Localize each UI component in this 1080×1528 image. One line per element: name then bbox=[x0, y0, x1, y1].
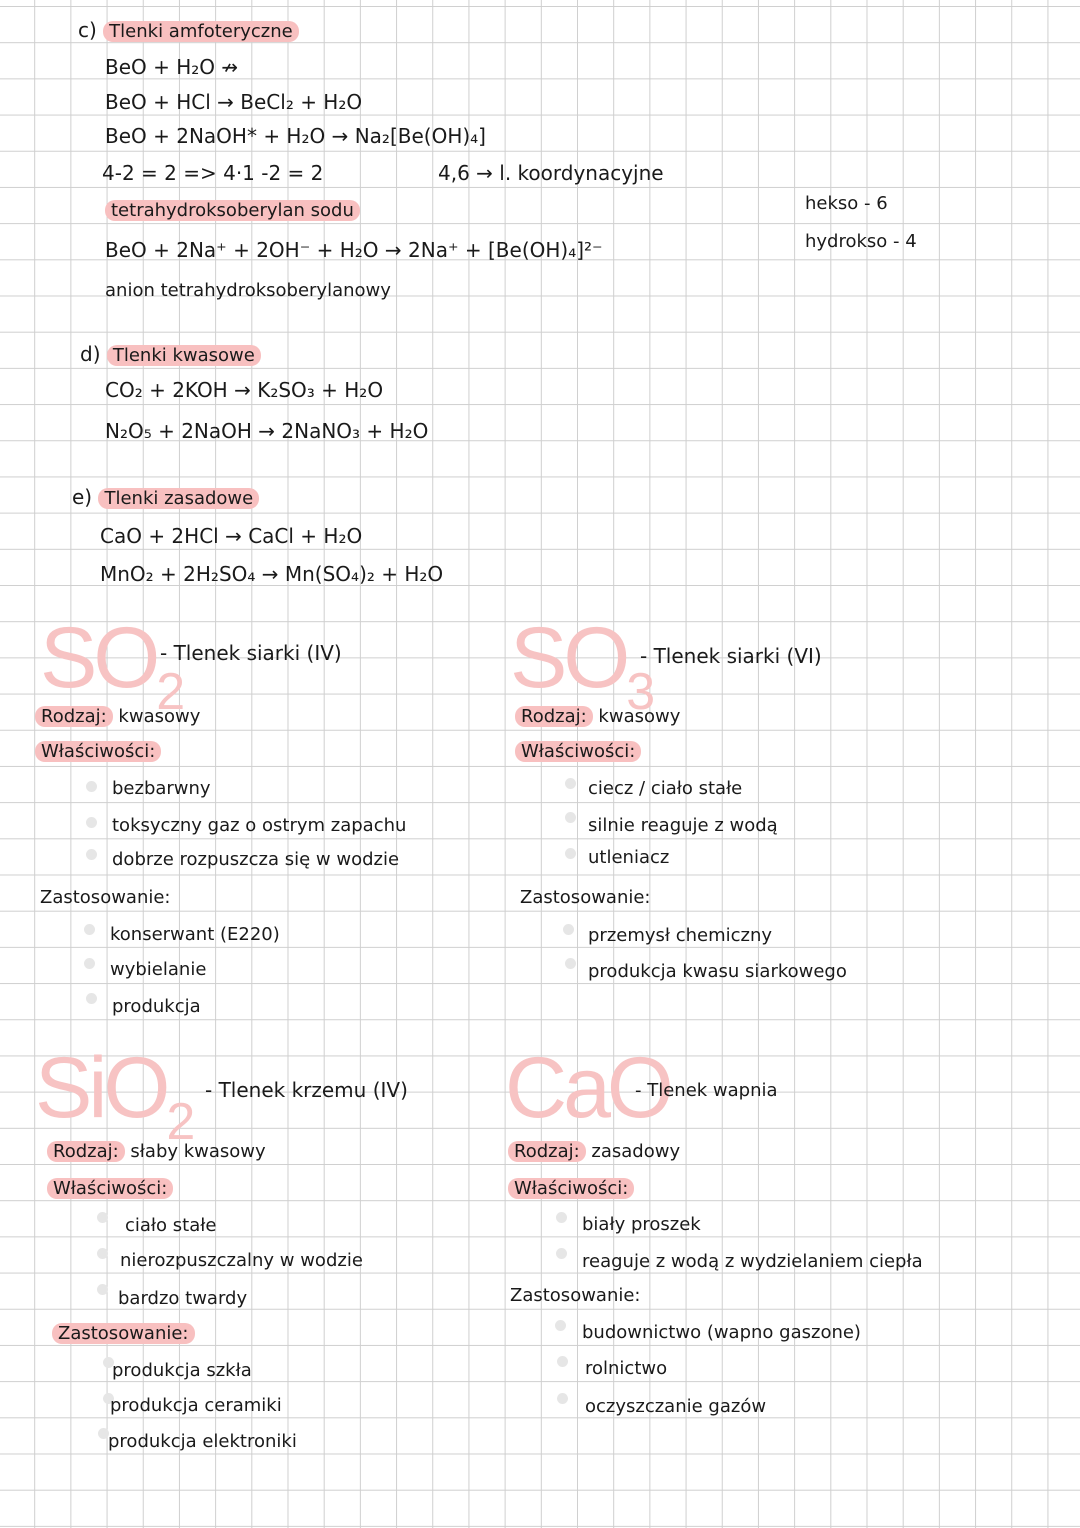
bullet-icon bbox=[563, 924, 574, 935]
heading-text: Tlenki amfoteryczne bbox=[103, 21, 299, 42]
highlighted-name: tetrahydroksoberylan sodu bbox=[105, 200, 360, 221]
equation: BeO + HCl → BeCl₂ + H₂O bbox=[105, 90, 363, 114]
list-item: wybielanie bbox=[110, 959, 207, 980]
bullet-icon bbox=[86, 849, 97, 860]
equation: BeO + 2NaOH* + H₂O → Na₂[Be(OH)₄] bbox=[105, 124, 486, 148]
list-item: dobrze rozpuszcza się w wodzie bbox=[112, 849, 400, 870]
list-item: oczyszczanie gazów bbox=[585, 1396, 767, 1417]
note: 4,6 → l. koordynacyjne bbox=[438, 161, 664, 185]
bullet-icon bbox=[557, 1393, 568, 1404]
section-d-heading: d) Tlenki kwasowe bbox=[80, 342, 261, 366]
section-letter: c) bbox=[78, 18, 97, 42]
list-item: produkcja ceramiki bbox=[110, 1395, 282, 1416]
list-item: utleniacz bbox=[588, 847, 670, 868]
props-label: Właściwości: bbox=[47, 1178, 174, 1199]
bullet-icon bbox=[84, 958, 95, 969]
type-row: Rodzaj: kwasowy bbox=[35, 706, 201, 727]
list-item: bezbarwny bbox=[112, 778, 211, 799]
bullet-icon bbox=[565, 848, 576, 859]
type-row: Rodzaj: zasadowy bbox=[508, 1141, 681, 1162]
uses-label: Zastosowanie: bbox=[520, 887, 651, 908]
equation: MnO₂ + 2H₂SO₄ → Mn(SO₄)₂ + H₂O bbox=[100, 562, 444, 586]
equation: CaO + 2HCl → CaCl + H₂O bbox=[100, 524, 363, 548]
bullet-icon bbox=[86, 817, 97, 828]
equation: BeO + 2Na⁺ + 2OH⁻ + H₂O → 2Na⁺ + [Be(OH)… bbox=[105, 238, 603, 262]
value: kwasowy bbox=[118, 706, 201, 727]
uses-label: Zastosowanie: bbox=[510, 1285, 641, 1306]
bullet-icon bbox=[103, 1393, 114, 1404]
formula-sio2: SiO2 bbox=[35, 1040, 195, 1151]
uses-label: Zastosowanie: bbox=[52, 1323, 195, 1344]
list-item: produkcja bbox=[112, 996, 201, 1017]
equation: BeO + H₂O ↛ bbox=[105, 55, 239, 79]
label: Rodzaj: bbox=[35, 706, 113, 727]
list-item: konserwant (E220) bbox=[110, 924, 280, 945]
list-item: nierozpuszczalny w wodzie bbox=[120, 1250, 363, 1271]
uses-label: Zastosowanie: bbox=[40, 887, 171, 908]
bullet-icon bbox=[556, 1248, 567, 1259]
bullet-icon bbox=[557, 1356, 568, 1367]
value: zasadowy bbox=[591, 1141, 681, 1162]
list-item: toksyczny gaz o ostrym zapachu bbox=[112, 815, 407, 836]
list-item: przemysł chemiczny bbox=[588, 925, 773, 946]
formula-cao: CaO bbox=[505, 1040, 674, 1136]
list-item: reaguje z wodą z wydzielaniem ciepła bbox=[582, 1251, 923, 1272]
props-label: Właściwości: bbox=[515, 741, 642, 762]
props-label: Właściwości: bbox=[508, 1178, 635, 1199]
props-label: Właściwości: bbox=[35, 741, 162, 762]
bullet-icon bbox=[556, 1212, 567, 1223]
label: Rodzaj: bbox=[508, 1141, 586, 1162]
section-letter: e) bbox=[72, 485, 93, 509]
list-item: produkcja szkła bbox=[112, 1360, 252, 1381]
equation: N₂O₅ + 2NaOH → 2NaNO₃ + H₂O bbox=[105, 419, 429, 443]
heading-text: Tlenki kwasowe bbox=[106, 345, 261, 366]
list-item: biały proszek bbox=[582, 1214, 701, 1235]
bullet-icon bbox=[84, 924, 95, 935]
card-title: - Tlenek krzemu (IV) bbox=[205, 1078, 408, 1102]
bullet-icon bbox=[97, 1284, 108, 1295]
note: anion tetrahydroksoberylanowy bbox=[105, 280, 391, 301]
type-row: Rodzaj: słaby kwasowy bbox=[47, 1141, 266, 1162]
bullet-icon bbox=[97, 1248, 108, 1259]
list-item: produkcja elektroniki bbox=[108, 1431, 297, 1452]
bullet-icon bbox=[98, 1428, 109, 1439]
label: Rodzaj: bbox=[515, 706, 593, 727]
section-e-heading: e) Tlenki zasadowe bbox=[72, 485, 260, 509]
card-title: - Tlenek wapnia bbox=[635, 1080, 778, 1101]
value: słaby kwasowy bbox=[130, 1141, 266, 1162]
formula-so3: SO3 bbox=[510, 610, 655, 721]
list-item: ciecz / ciało stałe bbox=[588, 778, 743, 799]
value: kwasowy bbox=[598, 706, 681, 727]
side-note: hydrokso - 4 bbox=[805, 231, 917, 252]
bullet-icon bbox=[565, 812, 576, 823]
section-letter: d) bbox=[80, 342, 101, 366]
section-c-heading: c) Tlenki amfoteryczne bbox=[78, 18, 299, 42]
card-title: - Tlenek siarki (VI) bbox=[640, 644, 822, 668]
equation: 4-2 = 2 => 4·1 -2 = 2 bbox=[102, 161, 324, 185]
label: Rodzaj: bbox=[47, 1141, 125, 1162]
bullet-icon bbox=[86, 781, 97, 792]
list-item: bardzo twardy bbox=[118, 1288, 248, 1309]
bullet-icon bbox=[555, 1320, 566, 1331]
side-note: hekso - 6 bbox=[805, 193, 888, 214]
heading-text: Tlenki zasadowe bbox=[98, 488, 260, 509]
bullet-icon bbox=[565, 778, 576, 789]
formula-so2: SO2 bbox=[40, 610, 185, 721]
bullet-icon bbox=[103, 1357, 114, 1368]
bullet-icon bbox=[565, 958, 576, 969]
list-item: silnie reaguje z wodą bbox=[588, 815, 778, 836]
list-item: produkcja kwasu siarkowego bbox=[588, 961, 847, 982]
list-item: ciało stałe bbox=[125, 1215, 217, 1236]
list-item: budownictwo (wapno gaszone) bbox=[582, 1322, 861, 1343]
card-title: - Tlenek siarki (IV) bbox=[160, 641, 342, 665]
equation: CO₂ + 2KOH → K₂SO₃ + H₂O bbox=[105, 378, 384, 402]
bullet-icon bbox=[97, 1212, 108, 1223]
bullet-icon bbox=[86, 993, 97, 1004]
type-row: Rodzaj: kwasowy bbox=[515, 706, 681, 727]
name-line: tetrahydroksoberylan sodu bbox=[105, 200, 360, 221]
list-item: rolnictwo bbox=[585, 1358, 668, 1379]
